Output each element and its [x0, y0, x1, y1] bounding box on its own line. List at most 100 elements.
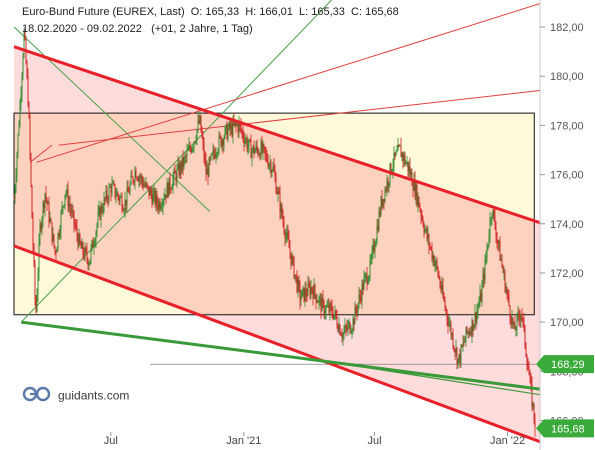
candle — [462, 335, 464, 352]
candle — [497, 239, 499, 252]
candle-body — [268, 164, 270, 168]
candle — [289, 239, 291, 259]
candle — [333, 313, 335, 320]
candle-body — [470, 331, 472, 335]
candle-body — [386, 180, 388, 191]
guidants-logo[interactable]: guidants.com — [22, 386, 129, 405]
candle-body — [265, 152, 267, 155]
candle — [467, 330, 469, 339]
candle — [157, 196, 159, 215]
candle — [514, 315, 516, 331]
candle — [515, 326, 517, 337]
candle-body — [154, 190, 156, 205]
candle — [471, 316, 473, 343]
candle — [168, 177, 170, 197]
candle-body — [95, 231, 97, 242]
candle-body — [115, 196, 117, 197]
candle-body — [204, 158, 206, 161]
logo-text: guidants.com — [58, 388, 130, 403]
candle-body — [431, 247, 433, 260]
candle-body — [520, 314, 522, 321]
candle — [429, 242, 431, 250]
candle-body — [368, 275, 370, 282]
candle — [491, 212, 493, 226]
candle-body — [472, 319, 474, 331]
candle-body — [192, 147, 194, 149]
candle — [505, 282, 507, 295]
candle-body — [446, 310, 448, 319]
candle — [355, 303, 357, 317]
candle-body — [256, 145, 258, 150]
candle — [83, 247, 85, 261]
candle — [221, 137, 223, 152]
candle — [478, 296, 480, 309]
candle — [53, 233, 55, 249]
candle-body — [104, 197, 106, 200]
candle-body — [17, 134, 19, 155]
price-badge: 165,68 — [536, 419, 594, 438]
candle-body — [511, 317, 513, 324]
candle-body — [64, 194, 66, 205]
candle-body — [145, 182, 147, 187]
candle-body — [302, 287, 304, 290]
candle-body — [103, 197, 105, 212]
candle-body — [266, 154, 268, 162]
candle — [475, 311, 477, 330]
candle-body — [23, 31, 25, 57]
candle — [54, 245, 56, 256]
candle — [148, 186, 150, 200]
candle — [135, 167, 137, 179]
candle — [160, 202, 162, 211]
candle — [481, 279, 483, 307]
candle — [105, 184, 107, 202]
price-badge-label: 168,29 — [551, 359, 585, 371]
candle — [341, 328, 343, 343]
candle-body — [116, 192, 118, 197]
candle — [314, 283, 316, 300]
candle-body — [19, 102, 21, 126]
candle — [356, 305, 358, 321]
candle — [253, 140, 255, 159]
candle-body — [346, 327, 348, 330]
trendline-thin-red-1 — [36, 3, 540, 163]
candle-body — [230, 124, 232, 130]
candle — [482, 266, 484, 289]
candle-body — [86, 250, 88, 260]
candle-body — [59, 231, 61, 236]
candle — [258, 148, 260, 156]
price-badge-shape — [536, 419, 594, 438]
candle — [129, 181, 131, 196]
candle — [213, 145, 215, 160]
candle — [130, 170, 132, 186]
candle-body — [518, 313, 520, 318]
candle-body — [155, 193, 157, 205]
candle — [50, 217, 52, 223]
candle-body — [437, 266, 439, 276]
candle — [104, 196, 106, 206]
candle — [382, 198, 384, 209]
candle — [43, 199, 45, 214]
candle — [324, 305, 326, 321]
candle-body — [278, 190, 280, 194]
candle-body — [494, 215, 496, 228]
candle — [389, 162, 391, 188]
candle-body — [327, 305, 329, 307]
candle — [47, 200, 49, 205]
candle-body — [529, 375, 531, 377]
candle-body — [364, 275, 366, 279]
candle-body — [400, 145, 402, 158]
candle-body — [42, 202, 44, 220]
candle-body — [114, 184, 116, 197]
candle-body — [514, 323, 516, 331]
candle — [284, 229, 286, 247]
candle — [95, 229, 97, 249]
candle — [41, 215, 43, 236]
open-value: O: 165,33 — [190, 6, 240, 18]
chart-params: (+01, 2 Jahre, 1 Tag) — [151, 23, 253, 35]
candle-body — [36, 294, 38, 312]
candle — [38, 233, 40, 282]
candle — [240, 117, 242, 134]
candle — [419, 202, 421, 213]
candle — [128, 186, 130, 194]
candle-body — [207, 168, 209, 177]
